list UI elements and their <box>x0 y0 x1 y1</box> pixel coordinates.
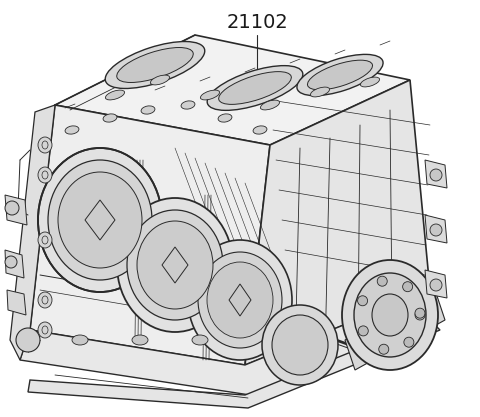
Ellipse shape <box>308 60 372 90</box>
Ellipse shape <box>430 169 442 181</box>
Ellipse shape <box>415 308 425 318</box>
Ellipse shape <box>404 337 414 347</box>
Ellipse shape <box>358 326 368 336</box>
Ellipse shape <box>58 172 142 268</box>
Ellipse shape <box>415 310 425 320</box>
Ellipse shape <box>38 137 52 153</box>
Polygon shape <box>345 290 445 370</box>
Ellipse shape <box>38 292 52 308</box>
Ellipse shape <box>360 77 380 87</box>
Ellipse shape <box>65 126 79 134</box>
Polygon shape <box>5 250 24 278</box>
Ellipse shape <box>198 252 282 348</box>
Ellipse shape <box>117 48 193 83</box>
Ellipse shape <box>253 126 267 134</box>
Ellipse shape <box>38 148 162 292</box>
Ellipse shape <box>188 240 292 360</box>
Ellipse shape <box>117 198 233 332</box>
Polygon shape <box>245 80 430 365</box>
Ellipse shape <box>150 75 169 85</box>
Ellipse shape <box>141 106 155 114</box>
Polygon shape <box>5 195 27 225</box>
Polygon shape <box>425 215 447 243</box>
Ellipse shape <box>127 210 223 320</box>
Ellipse shape <box>354 273 426 357</box>
Ellipse shape <box>48 160 152 280</box>
Polygon shape <box>10 105 55 360</box>
Polygon shape <box>7 290 26 315</box>
Ellipse shape <box>207 65 303 111</box>
Ellipse shape <box>430 279 442 291</box>
Polygon shape <box>20 290 440 395</box>
Ellipse shape <box>358 296 368 306</box>
Ellipse shape <box>379 344 389 354</box>
Ellipse shape <box>132 335 148 345</box>
Polygon shape <box>425 160 447 188</box>
Polygon shape <box>30 105 270 365</box>
Ellipse shape <box>38 322 52 338</box>
Polygon shape <box>28 320 440 408</box>
Ellipse shape <box>342 260 438 370</box>
Ellipse shape <box>218 114 232 122</box>
Ellipse shape <box>207 262 273 338</box>
Ellipse shape <box>103 114 117 122</box>
Ellipse shape <box>219 72 291 104</box>
Ellipse shape <box>297 54 383 95</box>
Ellipse shape <box>261 100 279 110</box>
Ellipse shape <box>403 282 413 291</box>
Ellipse shape <box>311 87 330 97</box>
Ellipse shape <box>5 201 19 215</box>
Polygon shape <box>425 270 447 298</box>
Ellipse shape <box>137 221 213 309</box>
Ellipse shape <box>16 328 40 352</box>
Ellipse shape <box>38 167 52 183</box>
Polygon shape <box>55 35 410 145</box>
Ellipse shape <box>72 335 88 345</box>
Ellipse shape <box>105 42 205 88</box>
Ellipse shape <box>181 101 195 109</box>
Ellipse shape <box>201 90 219 100</box>
Ellipse shape <box>272 315 328 375</box>
Ellipse shape <box>5 256 17 268</box>
Ellipse shape <box>106 90 125 100</box>
Ellipse shape <box>430 224 442 236</box>
Ellipse shape <box>372 294 408 336</box>
Ellipse shape <box>192 335 208 345</box>
Text: 21102: 21102 <box>226 13 288 32</box>
Ellipse shape <box>262 305 338 385</box>
Ellipse shape <box>377 276 387 286</box>
Ellipse shape <box>38 232 52 248</box>
